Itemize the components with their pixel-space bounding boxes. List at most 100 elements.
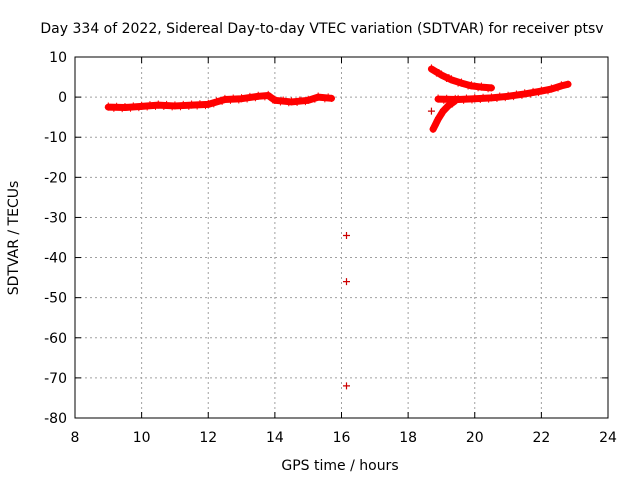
y-tick-label: -80 (44, 411, 67, 427)
data-point (477, 83, 485, 91)
series-1 (434, 80, 572, 105)
x-tick-label: 14 (266, 430, 284, 446)
data-point (551, 85, 558, 92)
data-point (196, 100, 203, 107)
data-point (133, 103, 140, 110)
data-point (487, 94, 495, 102)
data-point (477, 97, 484, 104)
data-point (451, 97, 459, 105)
data-point (444, 102, 452, 110)
data-point (180, 100, 187, 107)
y-axis-label: SDTVAR / TECUs (6, 181, 22, 296)
y-tick-label: 0 (58, 90, 67, 106)
data-point (434, 115, 442, 123)
data-point (427, 65, 435, 73)
y-tick-label: -10 (44, 130, 67, 146)
data-point (521, 90, 529, 98)
y-tick-label: -30 (44, 210, 67, 226)
data-point (328, 94, 336, 102)
data-point (104, 103, 112, 111)
data-point (439, 107, 447, 115)
data-point (230, 94, 237, 101)
series-3 (429, 97, 459, 133)
x-tick-label: 16 (333, 430, 351, 446)
data-point (480, 93, 487, 100)
data-point (547, 85, 555, 93)
data-point (311, 96, 318, 103)
data-point (194, 103, 201, 110)
data-point (221, 96, 229, 104)
data-point (342, 278, 350, 286)
data-point (471, 95, 479, 103)
data-point (527, 91, 534, 98)
x-tick-label: 12 (199, 430, 217, 446)
data-point (475, 85, 482, 92)
x-tick-label: 18 (399, 430, 417, 446)
data-point (177, 104, 184, 111)
data-point (249, 94, 256, 101)
data-point (227, 97, 234, 104)
data-point (457, 79, 465, 87)
data-point (532, 89, 539, 96)
data-point (110, 105, 117, 112)
data-point (238, 95, 246, 103)
data-point (321, 96, 328, 103)
data-point (121, 104, 129, 112)
y-tick-label: -60 (44, 331, 67, 347)
data-point (493, 95, 500, 102)
data-point (314, 93, 322, 101)
x-ticks: 8 10 12 14 16 18 20 22 24 (71, 57, 617, 446)
data-point (149, 102, 156, 109)
data-point (188, 101, 196, 109)
chart-title: Day 334 of 2022, Sidereal Day-to-day VTE… (40, 21, 603, 37)
x-tick-label: 24 (599, 430, 617, 446)
data-point (485, 86, 492, 93)
data-point (557, 82, 565, 90)
data-point (264, 92, 272, 100)
series-0 (104, 90, 336, 113)
data-point (138, 102, 146, 110)
data-point (277, 99, 284, 106)
data-point (210, 101, 217, 108)
data-point (460, 97, 467, 104)
data-point (271, 96, 279, 104)
data-point (451, 77, 458, 84)
y-tick-label: 10 (49, 50, 67, 66)
x-tick-label: 8 (71, 430, 80, 446)
data-point (447, 76, 455, 84)
data-point (465, 83, 472, 90)
data-point (437, 71, 445, 79)
data-point (296, 96, 303, 103)
x-tick-label: 10 (133, 430, 151, 446)
y-tick-label: -40 (44, 251, 67, 267)
data-point (308, 96, 315, 103)
data-point (510, 94, 517, 101)
data-point (434, 95, 442, 103)
data-point (516, 91, 523, 98)
data-point (467, 82, 475, 90)
data-point (304, 96, 312, 104)
data-point (499, 93, 506, 100)
data-point (342, 382, 350, 390)
data-point (438, 112, 445, 119)
data-points (104, 64, 572, 390)
data-point (482, 95, 489, 102)
data-point (130, 102, 137, 109)
data-point (487, 84, 495, 92)
data-point (429, 125, 437, 133)
data-point (294, 99, 301, 106)
data-point (530, 87, 537, 94)
data-point (288, 98, 296, 106)
data-point (127, 105, 134, 112)
data-point (254, 92, 262, 100)
data-point (537, 87, 545, 95)
data-point (427, 107, 435, 115)
data-point (285, 100, 292, 107)
data-point (171, 102, 179, 110)
x-tick-label: 22 (532, 430, 550, 446)
data-point (496, 92, 503, 99)
data-point (244, 96, 251, 103)
data-point (466, 95, 473, 102)
data-point (213, 97, 220, 104)
data-point (144, 104, 151, 111)
